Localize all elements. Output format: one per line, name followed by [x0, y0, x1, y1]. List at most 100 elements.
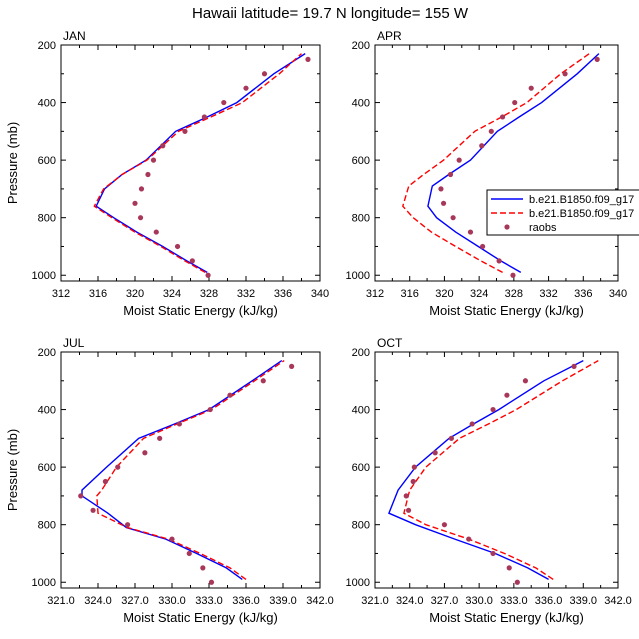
raobs-point [186, 550, 192, 557]
raobs-point [488, 128, 494, 134]
raobs-point [78, 493, 84, 499]
legend-label: b.e21.B1850.f09_g17 [529, 208, 634, 220]
plot-frame [374, 351, 619, 589]
raobs-point [169, 536, 175, 542]
panels: JAN 312 316 320 324 328 332 336 340 200 400 600 800 1… [5, 29, 632, 625]
raobs-point [405, 507, 412, 513]
legend-label: raobs [529, 222, 557, 234]
raobs-point [289, 363, 295, 369]
series-line-solid [427, 53, 600, 274]
raobs-point [115, 464, 121, 470]
y-tick-label: 600 [38, 155, 56, 167]
series-line-solid [81, 360, 283, 580]
raobs-point [150, 157, 157, 163]
y-tick-label: 600 [352, 155, 370, 167]
x-tick-label: 324 [163, 288, 181, 300]
raobs-point [490, 550, 496, 557]
x-tick-label: 339.0 [269, 595, 297, 607]
x-axis-title: Moist Static Energy (kJ/kg) [429, 610, 584, 625]
legend: b.e21.B1850.f09_g17 b.e21.B1850.f09_g17ra… [486, 189, 639, 236]
y-tick-label: 200 [38, 40, 56, 52]
raobs-point [207, 406, 213, 413]
x-tick-label: 332 [539, 288, 557, 300]
y-tick-label: 200 [38, 347, 56, 359]
x-tick-label: 340 [311, 288, 329, 300]
raobs-point [479, 143, 485, 149]
raobs-point [410, 478, 416, 485]
raobs-point [261, 71, 268, 77]
raobs-point [132, 200, 138, 206]
raobs-point [440, 200, 447, 206]
raobs-point [137, 215, 144, 221]
raobs-point [522, 378, 529, 384]
y-tick-label: 1000 [346, 270, 370, 282]
x-tick-label: 336.0 [232, 595, 260, 607]
raobs-point [466, 536, 472, 542]
raobs-point [102, 478, 108, 485]
raobs-point [504, 392, 510, 398]
plot-frame [374, 44, 619, 282]
y-tick-label: 200 [352, 347, 370, 359]
y-tick-label: 800 [38, 520, 56, 532]
raobs-point [182, 128, 188, 134]
raobs-point [90, 507, 96, 513]
raobs-point [490, 406, 496, 413]
x-axis-title: Moist Static Energy (kJ/kg) [123, 610, 278, 625]
raobs-point [145, 171, 151, 178]
y-tick-label: 1000 [32, 270, 56, 282]
panel-oct: OCT 321.0 324.0 327.0 330.0 333.0 336.0 339.0 34… [346, 336, 632, 625]
legend-label: b.e21.B1850.f09_g17 [529, 194, 634, 206]
y-axis-title: Pressure (mb) [5, 429, 20, 511]
raobs-point [157, 435, 163, 441]
x-tick-label: 328 [505, 288, 523, 300]
figure-title: Hawaii latitude= 19.7 N longitude= 155 W [192, 5, 469, 22]
raobs-point [594, 56, 600, 62]
raobs-point [510, 272, 516, 278]
x-tick-label: 312 [52, 288, 70, 300]
x-tick-label: 333.0 [500, 595, 528, 607]
panel-label: OCT [377, 336, 403, 350]
raobs-point [176, 421, 182, 427]
raobs-point [208, 579, 215, 585]
panel-jul: JUL 321.0 324.0 327.0 330.0 333.0 336.0 339.0 34… [5, 336, 334, 625]
x-tick-label: 320 [126, 288, 144, 300]
y-tick-label: 400 [352, 98, 370, 110]
raobs-point [153, 229, 159, 235]
raobs-point [506, 565, 512, 571]
panel-jan: JAN 312 316 320 324 328 332 336 340 200 400 600 800 1… [5, 29, 329, 318]
x-tick-label: 320 [435, 288, 453, 300]
raobs-point [227, 392, 233, 398]
x-tick-label: 327.0 [431, 595, 459, 607]
raobs-point [450, 215, 456, 221]
raobs-point [201, 114, 207, 120]
raobs-point [467, 229, 474, 235]
series-line-dashed [96, 360, 285, 580]
raobs-point [305, 56, 311, 62]
y-tick-label: 400 [352, 405, 370, 417]
raobs-point [189, 258, 195, 264]
raobs-point [160, 143, 166, 149]
series-line-dashed [402, 53, 590, 274]
series-line-dashed [93, 53, 302, 274]
x-tick-label: 342.0 [306, 595, 334, 607]
x-axis-title: Moist Static Energy (kJ/kg) [123, 303, 278, 318]
raobs-point [125, 522, 131, 528]
raobs-point [496, 258, 502, 264]
raobs-point [243, 85, 249, 91]
panel-label: APR [377, 29, 402, 43]
x-tick-label: 321.0 [47, 595, 75, 607]
raobs-point [571, 363, 577, 369]
x-tick-label: 336 [274, 288, 292, 300]
raobs-point [260, 378, 266, 384]
raobs-point [403, 493, 409, 499]
x-tick-label: 321.0 [361, 595, 389, 607]
x-tick-label: 324.0 [84, 595, 112, 607]
raobs-point [441, 522, 448, 528]
raobs-point [174, 243, 181, 250]
raobs-point [499, 114, 506, 120]
raobs-point [200, 565, 206, 571]
x-tick-label: 316 [401, 288, 419, 300]
raobs-point [480, 243, 486, 250]
x-tick-label: 336.0 [535, 595, 563, 607]
